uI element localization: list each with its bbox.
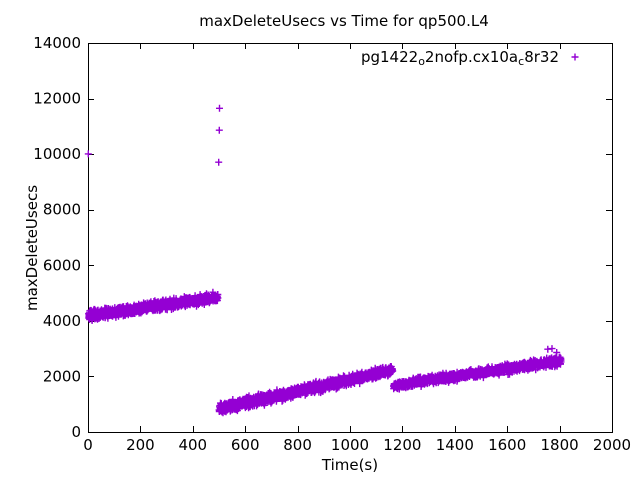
axis-ticks — [88, 43, 613, 433]
x-tick-label: 800 — [283, 436, 312, 454]
x-tick-label: 600 — [231, 436, 260, 454]
plus-icon — [571, 53, 579, 61]
y-tick-label: 4000 — [43, 312, 81, 330]
x-tick-label: 0 — [83, 436, 93, 454]
legend-label: pg1422o2nofp.cx10ac8r32 — [361, 48, 559, 68]
y-tick-label: 6000 — [43, 256, 81, 274]
tick-labels: 0 200 400 600 800 1000 1200 1400 1600 1800 2000 0 20… — [33, 34, 631, 454]
x-tick-label: 2000 — [593, 436, 631, 454]
x-tick-label: 1400 — [436, 436, 474, 454]
x-tick-label: 400 — [178, 436, 207, 454]
y-tick-label: 12000 — [33, 90, 81, 108]
scatter-points — [84, 104, 565, 417]
legend: pg1422o2nofp.cx10ac8r32 — [361, 48, 579, 68]
chart-title: maxDeleteUsecs vs Time for qp500.L4 — [199, 12, 489, 30]
axes-frame — [88, 43, 613, 433]
y-tick-label: 14000 — [33, 34, 81, 52]
x-tick-label: 200 — [126, 436, 155, 454]
x-tick-label: 1200 — [383, 436, 421, 454]
x-tick-label: 1800 — [541, 436, 579, 454]
y-tick-label: 2000 — [43, 367, 81, 385]
y-tick-label: 10000 — [33, 145, 81, 163]
x-tick-label: 1000 — [331, 436, 369, 454]
x-tick-label: 1600 — [488, 436, 526, 454]
x-axis-label: Time(s) — [321, 456, 379, 474]
y-tick-label: 0 — [71, 423, 81, 441]
y-tick-label: 8000 — [43, 201, 81, 219]
